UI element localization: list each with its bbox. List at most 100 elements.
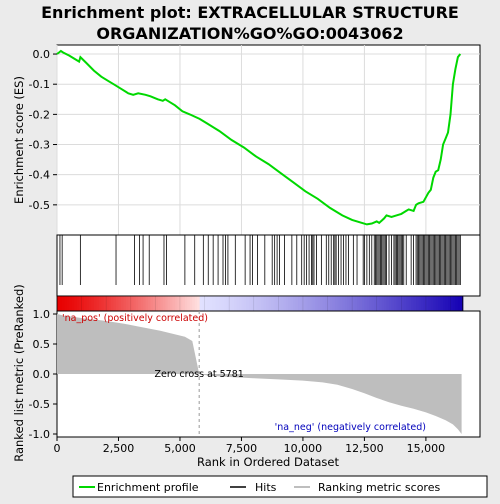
heatmap-segment bbox=[312, 296, 316, 311]
heatmap-segment bbox=[389, 296, 392, 311]
heatmap-segment bbox=[460, 296, 464, 311]
heatmap-segment bbox=[128, 296, 132, 311]
heatmap-segment bbox=[116, 296, 119, 311]
es-axis-label: Enrichment score (ES) bbox=[12, 76, 26, 204]
heatmap-segment bbox=[59, 296, 63, 311]
heatmap-segment bbox=[111, 296, 115, 311]
enrichment-profile-line bbox=[56, 49, 462, 226]
heatmap-segment bbox=[381, 296, 385, 311]
heatmap-segment bbox=[317, 296, 321, 311]
heatmap-segment bbox=[88, 296, 92, 311]
heatmap-segment bbox=[300, 296, 304, 311]
heatmap-segment bbox=[202, 296, 206, 311]
heatmap-segment bbox=[234, 296, 238, 311]
x-axis-ticks: 0 2,500 5,000 7,500 10,000 12,500 15,000 bbox=[54, 437, 445, 455]
heatmap-segment bbox=[361, 296, 365, 311]
heatmap-segment bbox=[194, 296, 198, 311]
heatmap-segment bbox=[231, 296, 235, 311]
heatmap-segment bbox=[113, 296, 117, 311]
heatmap-segment bbox=[101, 296, 105, 311]
heatmap-segment bbox=[251, 296, 255, 311]
es-axis-ticks: 0.0 -0.1 -0.2 -0.3 -0.4 -0.5 bbox=[29, 48, 57, 212]
heatmap-segment bbox=[238, 296, 242, 311]
rank-tick-label: 0.0 bbox=[33, 368, 51, 381]
heatmap-segment bbox=[406, 296, 410, 311]
heatmap-segment bbox=[288, 296, 292, 311]
heatmap-segment bbox=[177, 296, 181, 311]
heatmap-segment bbox=[76, 296, 80, 311]
x-tick-label: 10,000 bbox=[284, 442, 323, 455]
heatmap-segment bbox=[182, 296, 186, 311]
heatmap-segment bbox=[96, 296, 100, 311]
heatmap-segment bbox=[143, 296, 147, 311]
heatmap-segment bbox=[420, 296, 424, 311]
heatmap-segment bbox=[408, 296, 412, 311]
heatmap-segment bbox=[266, 296, 269, 311]
legend-ranking-label: Ranking metric scores bbox=[318, 481, 440, 494]
heatmap-segment bbox=[342, 296, 346, 311]
heatmap-segment bbox=[211, 296, 215, 311]
heatmap-segment bbox=[125, 296, 129, 311]
heatmap-segment bbox=[386, 296, 390, 311]
heatmap-segment bbox=[229, 296, 233, 311]
hits-panel bbox=[56, 234, 481, 297]
heatmap-segment bbox=[103, 296, 107, 311]
heatmap-segment bbox=[334, 296, 338, 311]
heatmap-segment bbox=[79, 296, 83, 311]
heatmap-segment bbox=[120, 296, 124, 311]
heatmap-segment bbox=[352, 296, 356, 311]
rank-tick-label: 1.0 bbox=[33, 308, 51, 321]
heatmap-segment bbox=[167, 296, 171, 311]
heatmap-segment bbox=[369, 296, 373, 311]
heatmap-segment bbox=[130, 296, 134, 311]
es-tick-label: 0.0 bbox=[33, 48, 51, 61]
heatmap-segment bbox=[359, 296, 363, 311]
heatmap-segment bbox=[263, 296, 267, 311]
heatmap-segment bbox=[135, 296, 139, 311]
heatmap-segment bbox=[305, 296, 309, 311]
heatmap-segment bbox=[391, 296, 395, 311]
heatmap-segment bbox=[192, 296, 196, 311]
heatmap-segment bbox=[364, 296, 368, 311]
heatmap-segment bbox=[98, 296, 102, 311]
heatmap-segment bbox=[86, 296, 90, 311]
rank-heatmap-strip bbox=[56, 295, 464, 312]
heatmap-segment bbox=[187, 296, 191, 311]
legend-enrichment-label: Enrichment profile bbox=[97, 481, 199, 494]
rank-tick-label: 0.5 bbox=[33, 338, 51, 351]
heatmap-segment bbox=[413, 296, 417, 311]
heatmap-segment bbox=[357, 296, 360, 311]
plot-title-line2: ORGANIZATION%GO%GO:0043062 bbox=[96, 24, 403, 43]
hit-markers bbox=[59, 235, 461, 285]
heatmap-segment bbox=[337, 296, 341, 311]
heatmap-segment bbox=[246, 296, 250, 311]
heatmap-segment bbox=[275, 296, 279, 311]
heatmap-segment bbox=[396, 296, 400, 311]
heatmap-segment bbox=[253, 296, 257, 311]
heatmap-segment bbox=[152, 296, 156, 311]
heatmap-segment bbox=[347, 296, 351, 311]
heatmap-segment bbox=[273, 296, 277, 311]
heatmap-segment bbox=[184, 296, 188, 311]
heatmap-segment bbox=[133, 296, 137, 311]
heatmap-segment bbox=[320, 296, 324, 311]
heatmap-segment bbox=[74, 296, 78, 311]
heatmap-segment bbox=[243, 296, 247, 311]
heatmap-segment bbox=[57, 296, 60, 311]
heatmap-segment bbox=[209, 296, 213, 311]
heatmap-segment bbox=[403, 296, 407, 311]
heatmap-segment bbox=[216, 296, 220, 311]
heatmap-segment bbox=[221, 296, 225, 311]
heatmap-segment bbox=[428, 296, 432, 311]
heatmap-segment bbox=[416, 296, 420, 311]
heatmap-segment bbox=[71, 296, 75, 311]
plot-title-line1: Enrichment plot: EXTRACELLULAR STRUCTURE bbox=[41, 3, 459, 22]
heatmap-segment bbox=[165, 296, 169, 311]
ranked-metric-area bbox=[57, 314, 462, 434]
heatmap-segment bbox=[69, 296, 73, 311]
heatmap-segment bbox=[268, 296, 272, 311]
heatmap-segment bbox=[162, 296, 166, 311]
rank-tick-label: -0.5 bbox=[29, 398, 50, 411]
heatmap-segment bbox=[145, 296, 149, 311]
heatmap-segment bbox=[418, 296, 422, 311]
